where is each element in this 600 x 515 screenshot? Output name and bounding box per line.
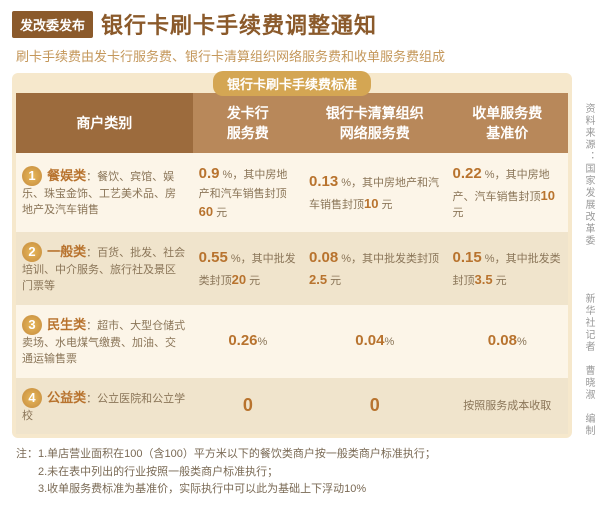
note-2: 2.未在表中列出的行业按照一般类商户标准执行；	[16, 464, 568, 482]
note-3: 3.收单服务费标准为基准价，实际执行中可以此为基础上下浮动10%	[16, 481, 568, 499]
category-desc: ：餐饮、宾馆、娱乐、珠宝金饰、工艺美术品、房地产及汽车销售	[22, 171, 176, 217]
rate-value: 0.22	[453, 165, 482, 182]
category-cell: 1 餐娱类：餐饮、宾馆、娱乐、珠宝金饰、工艺美术品、房地产及汽车销售	[16, 153, 193, 232]
cap-value: 20	[232, 272, 246, 287]
zero-value: 0	[370, 395, 380, 415]
rate-value: 0.15	[453, 249, 482, 266]
rate-value: 0.9	[199, 165, 220, 182]
cap-value: 2.5	[309, 272, 327, 287]
category-number: 1	[22, 166, 42, 186]
category-cell: 4 公益类：公立医院和公立学校	[16, 378, 193, 435]
fee-cell: 0	[303, 378, 447, 435]
cap-value: 60	[199, 204, 213, 219]
cap-value: 10	[541, 188, 555, 203]
title-row: 发改委发布 银行卡刷卡手续费调整通知	[12, 8, 572, 40]
fee-cell: 0.22 %，其中房地产、汽车销售封顶10 元	[447, 153, 568, 232]
side-credits: 资料来源：国家发展改革委 新华社记者 曹晓淑 编制	[581, 80, 596, 460]
col-acquirer-fee: 收单服务费 基准价	[447, 93, 568, 153]
col-issuer-fee: 发卡行 服务费	[193, 93, 303, 153]
table-row: 4 公益类：公立医院和公立学校 0 0 按照服务成本收取	[16, 378, 568, 435]
category-number: 3	[22, 315, 42, 335]
rate-value: 0.04	[355, 332, 384, 349]
rate-value: 0.08	[488, 332, 517, 349]
category-cell: 2 一般类：百货、批发、社会培训、中介服务、旅行社及景区门票等	[16, 232, 193, 305]
fee-text: 按照服务成本收取	[463, 400, 551, 412]
category-number: 2	[22, 242, 42, 262]
rate-value: 0.08	[309, 249, 338, 266]
category-cell: 3 民生类：超市、大型仓储式卖场、水电煤气缴费、加油、交通运输售票	[16, 305, 193, 378]
table-tab-label: 银行卡刷卡手续费标准	[213, 71, 371, 96]
fee-cell: 0.04%	[303, 305, 447, 378]
issuer-badge: 发改委发布	[12, 11, 93, 38]
table-row: 2 一般类：百货、批发、社会培训、中介服务、旅行社及景区门票等0.55 %，其中…	[16, 232, 568, 305]
infographic-container: 发改委发布 银行卡刷卡手续费调整通知 刷卡手续费由发卡行服务费、银行卡清算组织网…	[0, 0, 600, 515]
fee-cell: 0.26%	[193, 305, 303, 378]
category-number: 4	[22, 388, 42, 408]
rate-value: 0.26	[228, 332, 257, 349]
category-name: 民生类	[47, 317, 86, 332]
col-network-fee: 银行卡清算组织 网络服务费	[303, 93, 447, 153]
footnotes: 注：1.单店营业面积在100（含100）平方米以下的餐饮类商户按一般类商户标准执…	[12, 438, 572, 499]
credit-source: 资料来源：国家发展改革委	[581, 103, 596, 247]
rate-value: 0.13	[309, 173, 338, 190]
rate-value: 0.55	[199, 249, 228, 266]
main-title: 银行卡刷卡手续费调整通知	[101, 8, 377, 40]
cap-value: 3.5	[475, 272, 493, 287]
fee-table: 商户类别 发卡行 服务费 银行卡清算组织 网络服务费 收单服务费 基准价 1 餐…	[16, 93, 568, 434]
fee-cell: 0.08%	[447, 305, 568, 378]
category-name: 餐娱类	[47, 168, 86, 183]
cap-value: 10	[364, 196, 378, 211]
note-1: 注：1.单店营业面积在100（含100）平方米以下的餐饮类商户按一般类商户标准执…	[16, 446, 568, 464]
fee-cell: 0.08 %，其中批发类封顶2.5 元	[303, 232, 447, 305]
table-row: 1 餐娱类：餐饮、宾馆、娱乐、珠宝金饰、工艺美术品、房地产及汽车销售0.9 %，…	[16, 153, 568, 232]
fee-cell: 0.55 %，其中批发类封顶20 元	[193, 232, 303, 305]
fee-cell: 0.15 %，其中批发类封顶3.5 元	[447, 232, 568, 305]
fee-cell: 0	[193, 378, 303, 435]
rate-note: %，其中批发类封顶	[341, 253, 439, 265]
subtitle: 刷卡手续费由发卡行服务费、银行卡清算组织网络服务费和收单服务费组成	[12, 46, 572, 65]
zero-value: 0	[243, 395, 253, 415]
credit-author: 新华社记者 曹晓淑 编制	[581, 293, 596, 437]
fee-cell: 0.9 %，其中房地产和汽车销售封顶60 元	[193, 153, 303, 232]
category-name: 公益类	[47, 390, 86, 405]
category-name: 一般类	[47, 244, 86, 259]
fee-cell: 按照服务成本收取	[447, 378, 568, 435]
header-row: 商户类别 发卡行 服务费 银行卡清算组织 网络服务费 收单服务费 基准价	[16, 93, 568, 153]
table-wrap: 银行卡刷卡手续费标准 商户类别 发卡行 服务费 银行卡清算组织 网络服务费 收单…	[12, 73, 572, 438]
fee-cell: 0.13 %，其中房地产和汽车销售封顶10 元	[303, 153, 447, 232]
col-category: 商户类别	[16, 93, 193, 153]
table-row: 3 民生类：超市、大型仓储式卖场、水电煤气缴费、加油、交通运输售票0.26%0.…	[16, 305, 568, 378]
